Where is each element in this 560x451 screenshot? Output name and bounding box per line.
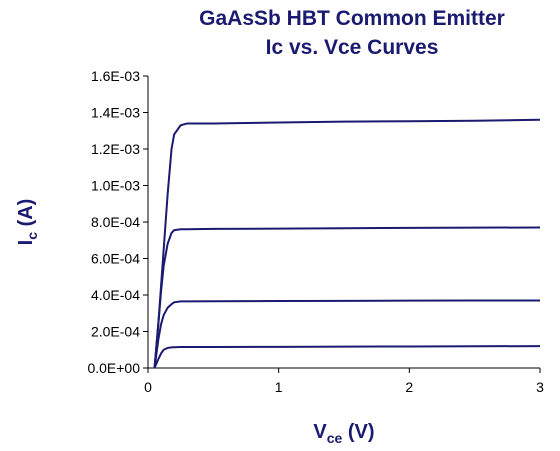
y-tick-label: 0.0E+00 [87, 360, 140, 376]
x-tick-label: 1 [275, 379, 283, 395]
y-tick-label: 4.0E-04 [91, 287, 140, 303]
y-tick-label: 8.0E-04 [91, 214, 140, 230]
curve [153, 118, 541, 369]
y-tick-label: 1.0E-03 [91, 178, 140, 194]
y-tick-label: 2.0E-04 [91, 324, 140, 340]
y-tick-label: 1.6E-03 [91, 68, 140, 84]
y-tick-label: 6.0E-04 [91, 251, 140, 267]
x-tick-label: 2 [405, 379, 413, 395]
y-label-part: I [15, 240, 37, 246]
y-tick-label: 1.4E-03 [91, 105, 140, 121]
y-label-sub: c [24, 232, 40, 240]
x-tick-label: 0 [144, 379, 152, 395]
chart-title: Ic vs. Vce Curves [266, 36, 439, 59]
y-axis-label: Ic (A) [15, 199, 40, 246]
curve [153, 226, 541, 369]
x-tick-label: 3 [536, 379, 544, 395]
x-label-part: V [313, 421, 327, 443]
chart-title: GaAsSb HBT Common Emitter [199, 7, 505, 30]
x-label-part: (V) [342, 421, 374, 443]
curve [153, 299, 540, 369]
x-axis-label: Vce (V) [313, 421, 374, 446]
y-tick-label: 1.2E-03 [91, 141, 140, 157]
x-label-sub: ce [327, 430, 343, 446]
y-label-part: (A) [15, 199, 37, 232]
curve [153, 345, 541, 369]
